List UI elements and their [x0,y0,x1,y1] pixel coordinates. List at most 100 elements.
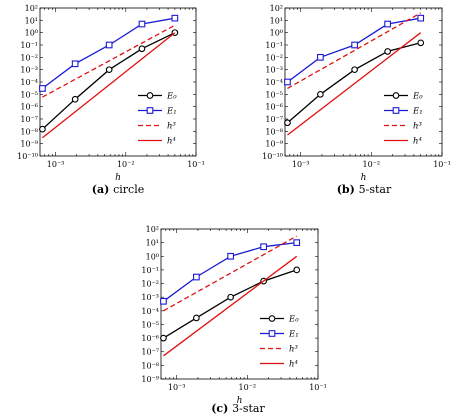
y-tick-label: 10⁻⁴ [20,78,38,87]
y-tick-label: 10⁻³ [141,293,159,302]
x-tick-label: 10⁻² [363,160,381,169]
caption-text: 5-star [359,183,392,196]
chart-panel-c: 10⁻⁹ 10⁻⁸ 10⁻⁷ 10⁻⁶ 10⁻⁵ 10⁻⁴ 10⁻³ 10⁻² 10⁻¹ 10⁰ 1… [141,225,326,415]
x-tick-label: 10⁻¹ [433,160,451,169]
series-line-0 [163,269,297,339]
y-tick-label: 10⁻² [20,53,38,62]
y-tick-label: 10⁻⁷ [20,115,38,124]
data-point [105,66,113,74]
plot-frame [284,7,443,157]
data-point [384,48,391,55]
caption-text: 3-star [232,402,265,415]
y-tick-label: 10⁻⁹ [20,140,38,149]
y-tick-label: 10⁻⁸ [20,127,38,136]
y-tick-label: 10⁻¹⁰ [17,152,38,161]
data-point [293,239,301,246]
legend-marker [392,92,400,99]
x-axis-label: h [361,173,367,183]
panel-caption: (c) 3-star [211,402,265,415]
data-point [227,252,234,260]
y-tick-label: 10⁻⁸ [141,361,159,370]
y-tick-label: 10⁻¹ [141,266,159,275]
data-point [317,90,324,98]
chart-panel-a: 10⁻¹⁰ 10⁻⁹ 10⁻⁸ 10⁻⁷ 10⁻⁶ 10⁻⁵ 10⁻⁴ 10⁻³ 10⁻² 10⁻… [17,4,205,196]
legend-marker [146,92,154,99]
data-point [138,45,146,53]
legend-label: E₀ [288,315,299,325]
y-tick-label: 10⁻¹ [265,41,283,50]
data-point [284,78,291,86]
y-tick-label: 10⁻² [141,280,159,289]
data-point [293,266,301,274]
data-point [417,39,425,47]
y-tick-label: 10⁰ [270,29,283,38]
data-point [193,314,200,322]
legend-marker [268,330,276,337]
x-tick-label: 10⁻² [239,383,257,392]
legend-label: E₀ [166,92,177,102]
panel-caption: (b) 5-star [337,183,392,196]
y-tick-label: 10⁻⁶ [141,334,159,343]
x-axis-label: h [237,396,243,406]
legend-label: h⁴ [289,360,298,370]
y-tick-label: 10⁻⁹ [265,140,283,149]
x-axis-label: h [115,173,121,183]
legend-label: h⁴ [167,137,176,147]
y-tick-label: 10⁻⁹ [141,375,159,384]
y-tick-label: 10⁻¹⁰ [262,152,283,161]
legend-label: h³ [167,122,176,132]
data-point [384,20,391,28]
data-point [71,95,79,103]
data-point [284,119,291,127]
legend-marker [268,315,276,322]
series-line-3 [163,255,298,357]
caption-text: circle [113,183,144,196]
data-point [39,85,46,92]
chart-panel-b: 10⁻¹⁰ 10⁻⁹ 10⁻⁸ 10⁻⁷ 10⁻⁶ 10⁻⁵ 10⁻⁴ 10⁻³ 10⁻² 10⁻… [262,4,451,196]
legend-label: E₁ [288,330,299,340]
x-tick-label: 10⁻¹ [187,160,205,169]
y-tick-label: 10⁰ [146,252,159,261]
y-tick-label: 10⁻⁷ [265,115,283,124]
x-tick-label: 10⁻² [117,160,135,169]
legend-label: E₁ [412,107,423,117]
legend-marker [146,107,154,114]
data-point [260,243,267,251]
series-line-2 [163,235,298,312]
panel-caption: (a) circle [92,183,145,196]
data-point [160,297,167,305]
caption-label: (a) [92,183,113,196]
series-line-3 [41,32,176,139]
y-tick-label: 10¹ [146,239,159,248]
series-line-2 [287,12,422,89]
series-line-1 [42,17,176,89]
data-point [39,125,46,133]
y-tick-label: 10⁰ [25,29,38,38]
y-tick-label: 10⁻¹ [20,41,38,50]
legend-label: h³ [413,122,422,132]
data-point [417,14,425,22]
legend-label: E₀ [412,92,423,102]
data-point [317,53,324,61]
legend-label: E₁ [166,107,177,117]
data-point [351,66,358,74]
data-point [138,20,146,28]
y-tick-label: 10¹ [25,16,38,25]
y-tick-label: 10⁻³ [20,66,38,75]
series-line-2 [42,24,176,98]
y-tick-label: 10⁻⁶ [20,103,38,112]
data-point [227,293,234,301]
x-tick-label: 10⁻³ [47,160,65,169]
y-tick-label: 10⁻³ [265,66,283,75]
y-tick-label: 10⁻⁵ [20,90,38,99]
data-point [160,334,167,342]
y-tick-label: 10¹ [270,16,283,25]
legend-marker [392,107,400,114]
legend-label: h³ [289,345,298,355]
y-tick-label: 10⁻⁵ [265,90,283,99]
plot-frame [160,228,319,380]
y-tick-label: 10⁻⁴ [265,78,283,87]
data-point [71,60,79,68]
data-point [351,41,358,49]
